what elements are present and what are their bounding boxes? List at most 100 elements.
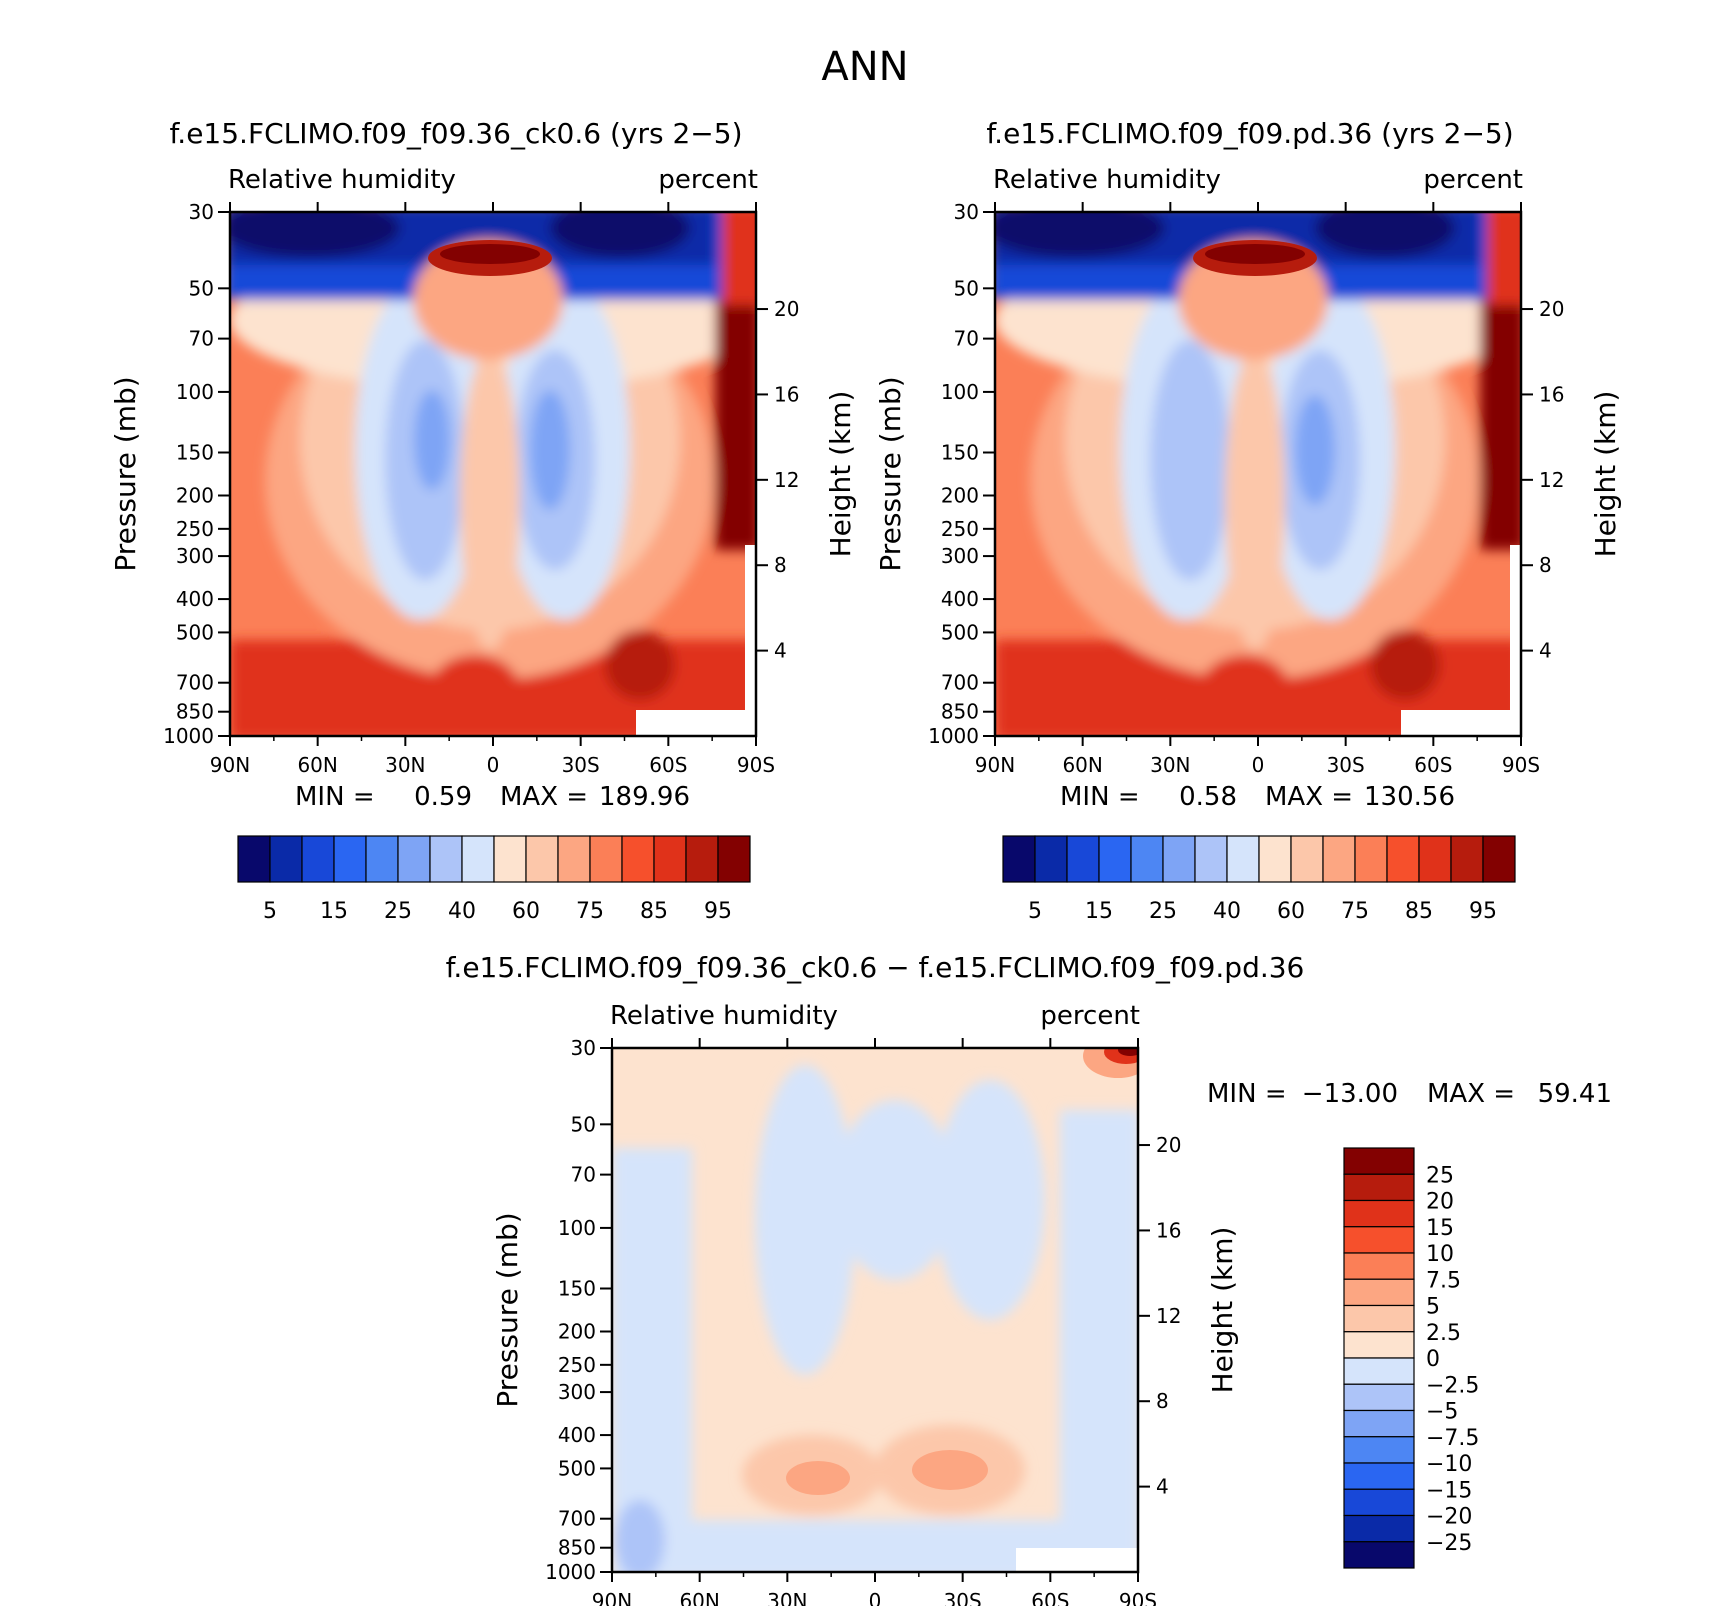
panel-2-colorbar-box xyxy=(1322,835,1356,883)
panel-2-terrain-mask-pole xyxy=(1510,545,1521,736)
panel-3-colorbar-box xyxy=(1343,1278,1415,1307)
panel-3-variable-label: Relative humidity xyxy=(610,1001,838,1031)
panel-3-x-tick-label: 90S xyxy=(1119,1589,1157,1606)
panel-2-colorbar-box xyxy=(1162,835,1196,883)
panel-2-field-boundary-south xyxy=(1370,630,1440,700)
panel-1-axes: 90N 60N 30N 0 30S 60S 90S 30 50 70 100 150 200 250 300… xyxy=(109,200,857,777)
panel-3-colorbar-box xyxy=(1343,1226,1415,1254)
panel-1-y-tick-label: 400 xyxy=(176,587,214,611)
panel-2-y-tick-label: 30 xyxy=(954,200,979,224)
panel-1-y-tick-label: 250 xyxy=(176,517,214,541)
panel-2-colorbar-box xyxy=(1098,835,1132,883)
panel-3-y-tick-label: 700 xyxy=(558,1507,596,1531)
panel-2-field-stratosphere-dry-north xyxy=(995,212,1165,258)
panel-1-field-tropical-moist xyxy=(460,350,520,650)
panel-1-colorbar-box xyxy=(365,835,399,883)
panel-3-field-upper-dry-center xyxy=(835,1100,955,1280)
panel-3-colorbar-label: 5 xyxy=(1426,1295,1440,1320)
panel-3-y-tick-label: 850 xyxy=(558,1536,596,1560)
panel-3-y-tick-label: 250 xyxy=(558,1353,596,1377)
panel-1-ylabel: Pressure (mb) xyxy=(109,376,142,571)
figure-title: ANN xyxy=(821,44,908,90)
panel-3-height-tick-label: 16 xyxy=(1156,1218,1181,1242)
panel-3-colorbar-box xyxy=(1343,1199,1415,1228)
panel-2-y-tick-label: 400 xyxy=(941,587,979,611)
panel-2-stats-max-value: 130.56 xyxy=(1364,782,1455,812)
panel-1-y-tick-label: 30 xyxy=(189,200,214,224)
panel-2-axes: 90N 60N 30N 0 30S 60S 90S 30 50 70 100 150 200 250 300… xyxy=(874,200,1622,777)
panel-3-y-tick-label: 300 xyxy=(558,1380,596,1404)
panel-3-colorbar-label: 10 xyxy=(1426,1242,1454,1267)
panel-1-title: f.e15.FCLIMO.f09_f09.36_ck0.6 (yrs 2−5) xyxy=(169,117,742,150)
panel-3-colorbar-label: −2.5 xyxy=(1426,1373,1479,1398)
panel-3-colorbar-box xyxy=(1343,1436,1415,1464)
panel-2-colorbar-label: 25 xyxy=(1149,899,1177,924)
panel-1-field-cold-point-core xyxy=(440,244,540,264)
panel-1-colorbar-box xyxy=(301,835,335,883)
panel-3-field xyxy=(612,1048,1138,1572)
panel-2-stats-min-value: 0.58 xyxy=(1179,782,1237,812)
panel-2-colorbar-box xyxy=(1034,835,1068,883)
panel-2-field-stratosphere-dry-south xyxy=(1315,212,1455,258)
panel-2-variable-label: Relative humidity xyxy=(993,165,1221,195)
panel-2-y-tick-label: 1000 xyxy=(928,724,979,748)
panel-1-y-tick-label: 200 xyxy=(176,483,214,507)
panel-3-colorbar-label: −25 xyxy=(1426,1531,1472,1556)
panel-2-y2label: Height (km) xyxy=(1589,391,1622,558)
panel-1-units-label: percent xyxy=(658,165,758,195)
panel-3-x-tick-label: 30N xyxy=(767,1589,807,1606)
panel-3: f.e15.FCLIMO.f09_f09.36_ck0.6 − f.e15.FC… xyxy=(446,951,1612,1610)
panel-2-y-tick-label: 70 xyxy=(954,327,979,351)
panel-3-colorbar-box xyxy=(1343,1147,1415,1175)
panel-2-colorbar-box xyxy=(1226,835,1260,883)
panel-1-stats-max-label: MAX = xyxy=(500,782,588,812)
panel-1-colorbar-box xyxy=(269,835,303,883)
panel-3-field-pole-strat-peak xyxy=(1118,1048,1138,1056)
panel-1-y2label: Height (km) xyxy=(824,391,857,558)
panel-3-units-label: percent xyxy=(1040,1001,1140,1031)
panel-1-colorbar-label: 95 xyxy=(704,899,732,924)
panel-1-field-pole-stratosphere xyxy=(722,212,756,305)
panel-2-y-tick-label: 250 xyxy=(941,517,979,541)
panel-1-colorbar-box xyxy=(557,835,591,883)
panel-2-y-tick-label: 50 xyxy=(954,276,979,300)
panel-1-field-boundary-north xyxy=(430,655,520,725)
panel-3-y-tick-label: 1000 xyxy=(545,1560,596,1584)
panel-1-x-tick-label: 30N xyxy=(385,753,425,777)
panel-3-colorbar-box xyxy=(1343,1252,1415,1280)
panel-1-y-tick-label: 700 xyxy=(176,671,214,695)
panel-2-colorbar-box xyxy=(1418,835,1452,883)
panel-2-colorbar: 5 15 25 40 60 75 85 95 xyxy=(1002,835,1516,924)
panel-1: f.e15.FCLIMO.f09_f09.36_ck0.6 (yrs 2−5) … xyxy=(109,117,857,924)
panel-3-colorbar-box xyxy=(1343,1514,1415,1543)
panel-1-colorbar-label: 40 xyxy=(448,899,476,924)
panel-1-stats-max-value: 189.96 xyxy=(599,782,690,812)
panel-3-colorbar-box xyxy=(1343,1331,1415,1359)
panel-2-colorbar-box xyxy=(1258,835,1292,883)
panel-3-y-tick-label: 200 xyxy=(558,1319,596,1343)
panel-3-x-tick-label: 60S xyxy=(1031,1589,1069,1606)
panel-3-y-tick-label: 30 xyxy=(571,1036,596,1060)
panel-1-field xyxy=(230,212,756,736)
panel-1-field-stratosphere-dry-south xyxy=(550,212,690,258)
panel-2-x-tick-label: 60S xyxy=(1414,753,1452,777)
panel-1-colorbar-label: 85 xyxy=(640,899,668,924)
panel-1-colorbar-label: 15 xyxy=(320,899,348,924)
panel-1-colorbar-box xyxy=(333,835,367,883)
panel-3-y2label: Height (km) xyxy=(1206,1227,1239,1394)
panel-1-height-tick-label: 8 xyxy=(774,553,787,577)
panel-1-field-pole-column xyxy=(715,300,756,550)
panel-3-stats-max-value: 59.41 xyxy=(1538,1079,1612,1109)
panel-1-y-tick-label: 50 xyxy=(189,276,214,300)
panel-3-x-tick-label: 60N xyxy=(679,1589,719,1606)
panel-2-x-tick-label: 60N xyxy=(1062,753,1102,777)
panel-2-y-tick-label: 100 xyxy=(941,380,979,404)
panel-3-colorbar-box xyxy=(1343,1173,1415,1202)
panel-3-colorbar-label: −20 xyxy=(1426,1505,1472,1530)
panel-1-variable-label: Relative humidity xyxy=(228,165,456,195)
panel-2-colorbar-label: 95 xyxy=(1469,899,1497,924)
panel-3-colorbar-box xyxy=(1343,1409,1415,1438)
panel-2-colorbar-box xyxy=(1066,835,1100,883)
panel-2-x-tick-label: 0 xyxy=(1252,753,1265,777)
panel-1-y-tick-label: 100 xyxy=(176,380,214,404)
